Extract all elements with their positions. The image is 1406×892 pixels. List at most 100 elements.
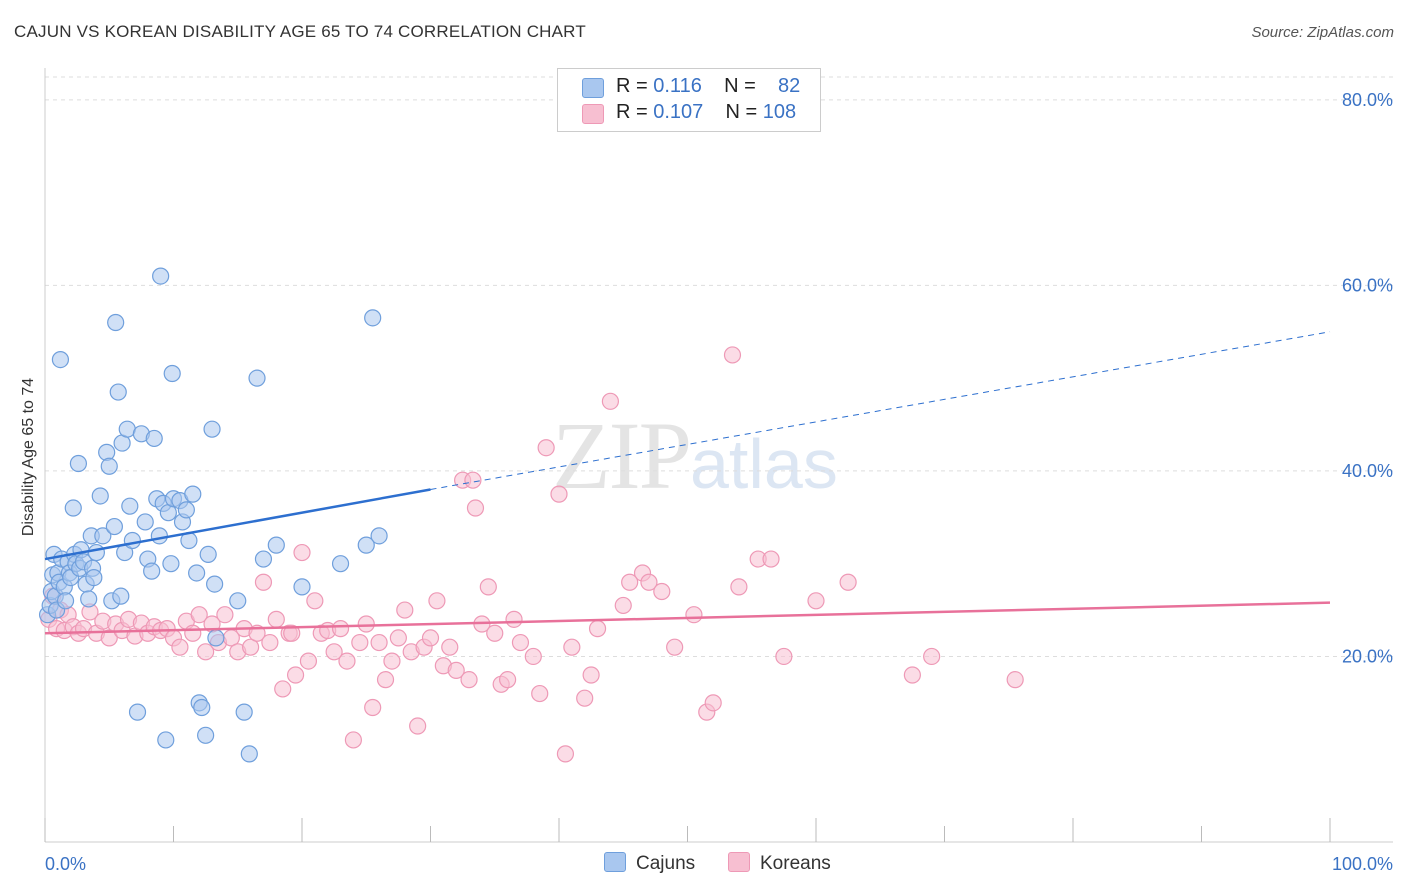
cajuns-trend-line <box>44 488 431 561</box>
cajun-point <box>193 698 211 717</box>
korean-point <box>582 666 600 684</box>
cajun-point <box>150 527 168 545</box>
r-value: 0.116 <box>653 75 702 97</box>
cajun-point <box>248 369 266 387</box>
cajun-point <box>136 513 154 531</box>
cajun-point <box>109 383 127 401</box>
cajun-point <box>128 703 147 721</box>
korean-point <box>216 606 234 624</box>
r-value: 0.107 <box>653 101 704 123</box>
cajun-point <box>80 590 98 608</box>
korean-point <box>505 610 523 628</box>
cajun-point <box>64 499 82 517</box>
cajun-point <box>85 569 103 587</box>
korean-point <box>550 485 568 503</box>
cajun-point <box>145 429 163 448</box>
grid-lines <box>45 76 1393 657</box>
korean-point <box>100 629 118 647</box>
cajun-point <box>293 578 311 596</box>
korean-point <box>614 596 632 615</box>
korean-point <box>653 582 671 601</box>
korean-point <box>344 731 362 749</box>
legend-text-cajuns: R = 0.116 N = 82 <box>616 75 800 98</box>
cajun-point <box>91 487 109 505</box>
korean-point <box>299 652 318 670</box>
watermark-atlas: atlas <box>690 425 838 503</box>
cajun-point <box>51 350 70 369</box>
korean-point <box>283 624 301 642</box>
korean-point <box>351 633 369 652</box>
korean-point <box>775 647 793 666</box>
correlation-legend: R = 0.116 N = 82 R = 0.107 N = 108 <box>557 68 821 132</box>
korean-point <box>460 671 478 689</box>
korean-point <box>524 647 542 666</box>
cajun-point <box>364 309 382 327</box>
cajun-point <box>267 536 285 554</box>
watermark: ZIPatlas <box>552 400 838 511</box>
cajun-point <box>206 575 224 593</box>
cajun-point <box>240 745 258 763</box>
n-label: N = <box>724 75 762 97</box>
koreans-points <box>40 346 1024 763</box>
korean-point <box>466 499 485 517</box>
cajun-point <box>229 592 247 610</box>
korean-point <box>190 606 208 624</box>
korean-point <box>267 610 285 628</box>
axes <box>44 68 1393 843</box>
korean-point <box>325 643 343 661</box>
korean-point <box>563 638 581 656</box>
korean-point <box>464 471 482 489</box>
cajun-point <box>105 517 123 536</box>
korean-point <box>730 578 748 596</box>
korean-point <box>376 671 395 689</box>
korean-point <box>409 717 427 735</box>
korean-point <box>537 439 555 457</box>
cajun-point <box>357 536 375 554</box>
korean-point <box>666 638 684 656</box>
cajun-point <box>163 364 181 383</box>
chart-title: CAJUN VS KOREAN DISABILITY AGE 65 TO 74 … <box>14 22 586 41</box>
cajun-point <box>100 457 118 475</box>
cajuns-swatch <box>604 852 626 872</box>
korean-point <box>396 601 414 619</box>
bottom-legend-koreans: Koreans <box>728 852 831 875</box>
korean-point <box>197 643 215 661</box>
cajuns-trend-extension <box>430 331 1331 490</box>
korean-point <box>531 684 549 703</box>
y-tick-label: 60.0% <box>1342 275 1393 295</box>
korean-point <box>389 629 407 647</box>
korean-point <box>486 624 504 642</box>
korean-point <box>338 652 356 670</box>
korean-point <box>383 652 401 670</box>
korean-point <box>704 694 722 712</box>
cajun-point <box>331 555 350 573</box>
trend-lines <box>44 331 1331 635</box>
korean-point <box>331 620 350 638</box>
n-label: N = <box>725 101 763 123</box>
cajuns-points <box>38 267 388 763</box>
cajun-point <box>254 550 273 568</box>
cajun-point <box>69 454 88 473</box>
y-tick-label: 40.0% <box>1342 461 1393 481</box>
korean-point <box>479 578 497 596</box>
cajun-point <box>143 562 161 580</box>
axis-labels: 20.0% 40.0% 60.0% 80.0% 0.0% 100.0% Disability… <box>20 90 1393 874</box>
x-tick-label-max: 100.0% <box>1332 854 1393 874</box>
cajun-point <box>94 527 112 545</box>
korean-point <box>357 615 375 633</box>
koreans-swatch <box>728 852 750 872</box>
cajun-point <box>199 545 217 564</box>
cajun-point <box>152 267 170 285</box>
korean-point <box>286 666 305 684</box>
cajun-point <box>370 527 388 545</box>
cajun-point <box>197 726 215 744</box>
korean-point <box>723 346 742 364</box>
korean-point <box>839 573 857 591</box>
cajun-point <box>123 531 141 550</box>
x-tick-label-min: 0.0% <box>45 854 86 874</box>
cajun-point <box>56 592 75 610</box>
korean-point <box>511 633 530 652</box>
bottom-legend: Cajuns Koreans <box>0 852 1406 878</box>
korean-point <box>421 629 440 647</box>
korean-point <box>428 592 446 610</box>
